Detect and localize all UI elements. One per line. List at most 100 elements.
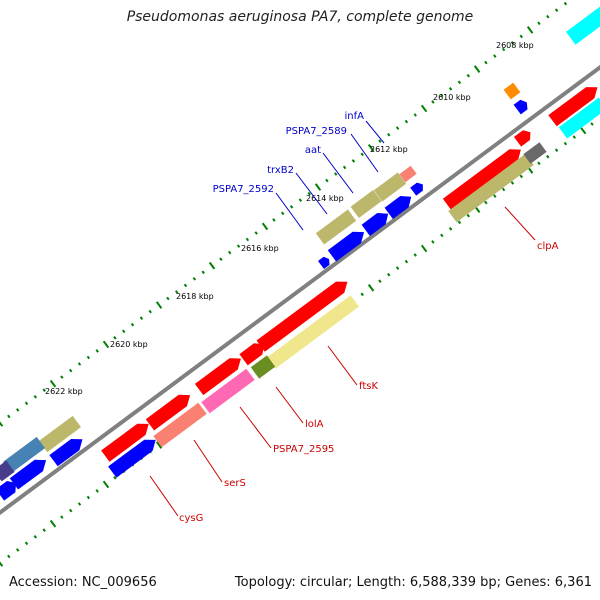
tick-mark-126: [537, 161, 541, 166]
tick-mark-3: [24, 401, 29, 406]
gene-feature-21: [250, 355, 276, 379]
tick-mark-20: [174, 290, 179, 294]
tick-mark-32: [280, 211, 285, 216]
tick-mark-70: [42, 528, 46, 533]
tick-mark-22: [192, 277, 197, 281]
tick-mark-11: [95, 349, 99, 353]
tick-mark-58: [510, 41, 515, 45]
tick-mark-59: [519, 34, 524, 39]
tick-mark-21: [183, 283, 188, 288]
tick-mark-16: [139, 316, 144, 320]
tick-mark-29: [254, 231, 258, 235]
gene-feature-3: [503, 82, 521, 100]
tick-mark-114: [431, 240, 435, 244]
gene-feature-0: [566, 6, 600, 45]
tick-mark-66: [7, 554, 11, 559]
tick-mark-34: [298, 198, 303, 202]
gene-label-PSPA7_2592: PSPA7_2592: [213, 184, 274, 195]
gene-feature-26: [153, 402, 207, 448]
tick-mark-55: [484, 60, 488, 65]
tick-mark-47: [413, 113, 417, 117]
tick-mark-13: [113, 336, 117, 340]
gene-label-trxB2: trxB2: [267, 165, 294, 176]
tick-mark-118: [466, 213, 471, 218]
gene-feature-19: [267, 295, 359, 369]
gene-feature-7: [514, 130, 531, 147]
gene-feature-8: [523, 142, 547, 164]
tick-mark-39: [342, 165, 347, 170]
tick-mark-40: [351, 159, 356, 163]
tick-mark-18: [155, 301, 163, 309]
tick-mark-78: [113, 476, 117, 480]
tick-mark-5: [42, 388, 46, 392]
tick-mark-17: [148, 309, 152, 314]
tick-mark-15: [130, 322, 135, 327]
tick-mark-65: [0, 561, 4, 567]
gene-feature-23: [201, 368, 255, 414]
tick-mark-1: [7, 414, 11, 419]
tick-mark-33: [289, 205, 294, 209]
tick-mark-54: [473, 65, 481, 73]
tick-mark-67: [16, 548, 20, 552]
gene-label-PSPA7_2595: PSPA7_2595: [273, 444, 334, 455]
tick-mark-111: [404, 259, 409, 264]
scale-label-2614: 2614 kbp: [306, 194, 344, 203]
tick-mark-52: [457, 80, 462, 85]
gene-feature-1: [548, 87, 598, 127]
gene-label-serS: serS: [224, 478, 246, 489]
tick-mark-35: [307, 191, 311, 196]
gene-feature-24: [145, 394, 191, 431]
tick-mark-71: [49, 519, 57, 528]
tick-mark-73: [69, 508, 73, 513]
tick-mark-76: [95, 489, 99, 493]
gene-feature-13: [350, 190, 382, 218]
gene-label-leaders: [149, 120, 536, 517]
tick-mark-77: [102, 480, 110, 489]
tick-mark-41: [360, 152, 364, 157]
accession-text: Accession: NC_009656: [9, 575, 157, 590]
tick-mark-45: [395, 126, 400, 130]
tick-mark-38: [333, 172, 338, 176]
tick-mark-19: [166, 296, 170, 301]
tick-mark-26: [228, 250, 232, 255]
tick-mark-10: [86, 355, 91, 360]
tick-mark-56: [493, 54, 497, 58]
tick-mark-50: [440, 93, 444, 98]
tick-mark-109: [387, 272, 391, 277]
gene-feature-29: [49, 439, 83, 467]
tick-mark-62: [546, 14, 550, 19]
tick-mark-68: [24, 541, 29, 546]
tick-mark-44: [387, 132, 391, 137]
tick-mark-12: [102, 340, 110, 349]
tick-mark-69: [33, 534, 38, 539]
gene-label-aat: aat: [305, 145, 321, 156]
tick-mark-106: [360, 292, 364, 297]
gene-feature-18: [256, 281, 348, 352]
tick-mark-0: [0, 421, 4, 427]
gene-labels: infA PSPA7_2589 aat trxB2 PSPA7_2592 clp…: [179, 111, 559, 524]
scale-label-2612: 2612 kbp: [370, 145, 408, 154]
gene-feature-10: [410, 182, 423, 196]
tick-mark-37: [325, 178, 329, 183]
tick-mark-131: [579, 126, 587, 135]
tick-mark-120: [484, 200, 488, 205]
tick-mark-117: [457, 220, 462, 225]
gene-feature-27: [108, 439, 156, 478]
gene-feature-12: [384, 196, 412, 219]
gene-feature-5: [442, 149, 521, 210]
gene-feature-6: [448, 153, 534, 223]
gene-label-clpA: clpA: [537, 241, 559, 252]
tick-mark-31: [272, 218, 276, 222]
tick-mark-9: [77, 362, 82, 366]
tick-mark-107: [367, 284, 375, 292]
scale-label-2618: 2618 kbp: [176, 292, 214, 301]
scale-label-2610: 2610 kbp: [433, 93, 471, 102]
gene-feature-9: [399, 165, 417, 183]
gene-label-PSPA7_2589: PSPA7_2589: [286, 126, 347, 137]
gene-feature-30: [3, 436, 45, 474]
tick-mark-42: [367, 144, 375, 152]
tick-mark-124: [519, 174, 524, 179]
tick-mark-7: [60, 375, 64, 379]
tick-mark-49: [431, 100, 435, 104]
